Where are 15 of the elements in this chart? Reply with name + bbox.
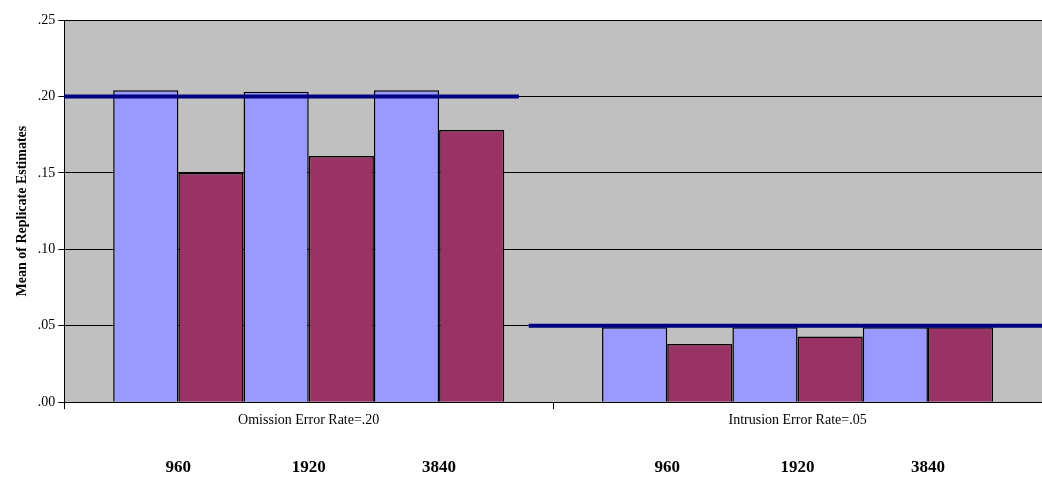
text: 1920	[780, 457, 815, 477]
y-axis-title: Mean of Replicate Estimates	[14, 125, 30, 297]
text: 3840	[910, 457, 945, 477]
text: 3840	[422, 457, 457, 477]
y-tick-label: .10	[37, 240, 56, 256]
y-tick-label: .15	[37, 164, 56, 180]
y-tick-label: .25	[37, 11, 56, 27]
y-tick-label: .00	[37, 393, 56, 409]
y-tick-label: .20	[37, 88, 56, 104]
text: 960	[654, 457, 680, 477]
text: 960	[165, 457, 192, 477]
x-tick-label: Intrusion Error Rate=.05	[728, 412, 867, 428]
x-tick-label: Omission Error Rate=.20	[238, 412, 380, 428]
text: 1920	[291, 457, 326, 477]
y-tick-label: .05	[37, 317, 56, 333]
